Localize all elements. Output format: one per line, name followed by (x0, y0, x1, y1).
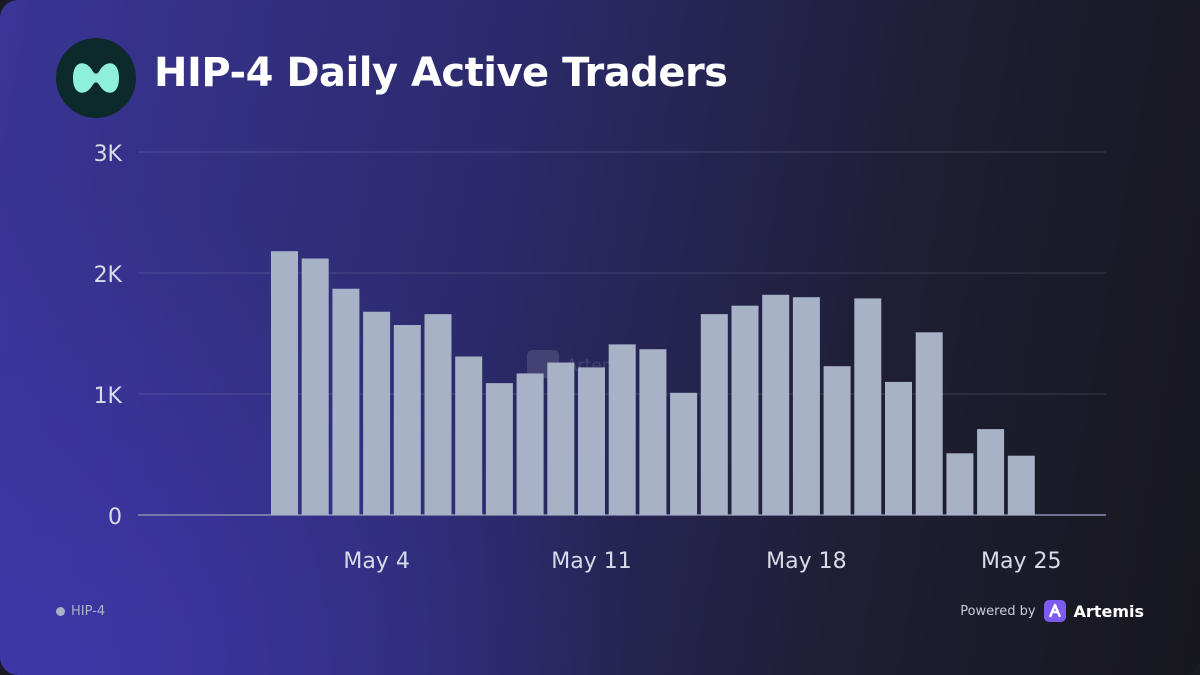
y-axis: 0 1K 2K 3K (94, 142, 123, 530)
bar (332, 288, 360, 515)
legend-label: HIP-4 (71, 604, 106, 619)
artemis-logo-icon (1043, 600, 1066, 622)
bar (455, 356, 483, 515)
bar (271, 251, 298, 515)
bar (393, 325, 421, 515)
bar (608, 344, 636, 515)
x-tick-label: May 11 (551, 549, 631, 574)
bar (639, 349, 667, 515)
bar (670, 392, 698, 515)
bar (885, 381, 912, 515)
powered-by-label: Powered by (960, 603, 1036, 619)
bar (301, 258, 329, 515)
hyperliquid-logo-icon (56, 38, 136, 118)
bar (700, 314, 728, 515)
y-tick-label: 0 (108, 505, 122, 530)
page-title: HIP-4 Daily Active Traders (154, 50, 728, 96)
bar (946, 453, 974, 515)
bar (424, 314, 452, 515)
bar (485, 383, 513, 515)
bar (762, 294, 790, 515)
x-tick-label: May 25 (981, 549, 1061, 574)
legend[interactable]: HIP-4 (56, 604, 105, 619)
y-tick-label: 1K (94, 384, 123, 409)
bar (363, 311, 391, 515)
powered-by[interactable]: Powered by Artemis (960, 600, 1144, 622)
bar (823, 366, 851, 515)
bar (578, 367, 605, 515)
bar (792, 297, 820, 515)
bar (516, 373, 544, 515)
bar (1007, 455, 1035, 515)
bar (977, 429, 1005, 515)
bar (854, 298, 882, 515)
y-tick-label: 2K (94, 263, 123, 288)
x-axis: May 4 May 11 May 18 May 25 (343, 549, 1061, 574)
legend-dot (56, 607, 65, 616)
y-tick-label: 3K (94, 142, 123, 167)
bar (547, 362, 575, 515)
bars (271, 251, 1035, 515)
x-tick-label: May 4 (343, 549, 409, 574)
bar (731, 305, 759, 515)
artemis-brand: Artemis (1073, 601, 1144, 621)
bar (915, 332, 943, 515)
x-tick-label: May 18 (766, 549, 846, 574)
